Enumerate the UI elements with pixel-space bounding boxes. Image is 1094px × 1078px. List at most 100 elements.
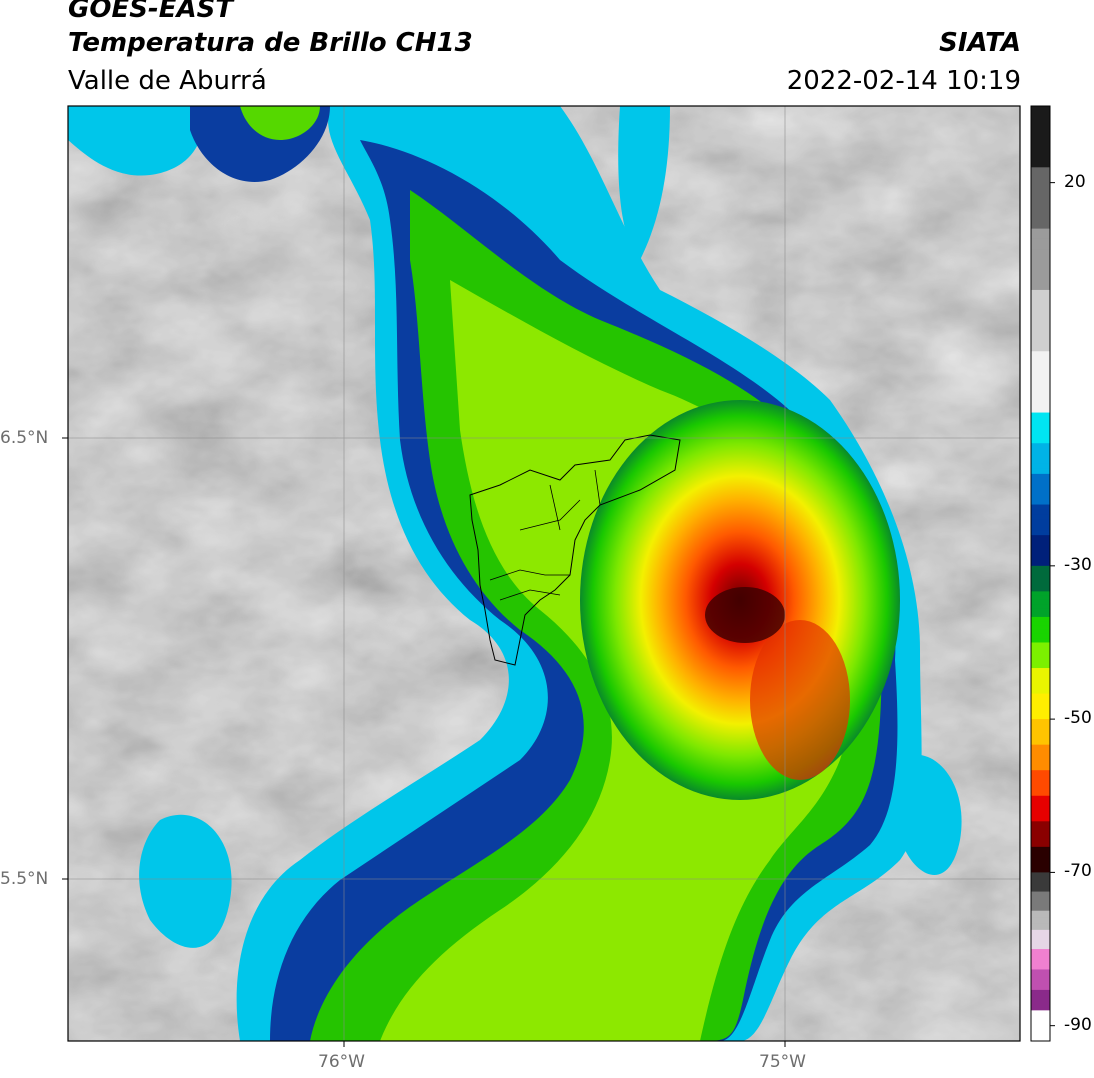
colorbar-segment-3-0 xyxy=(1031,719,1050,724)
colorbar-segment-5-6 xyxy=(1031,969,1050,974)
colorbar-segment-1-11 xyxy=(1031,468,1050,475)
colorbar-segment-5-12 xyxy=(1031,989,1050,994)
colorbar-segment-1-20 xyxy=(1031,514,1050,521)
colorbar-segment-0-0 xyxy=(1031,106,1050,117)
colorbar-segment-2-27 xyxy=(1031,680,1050,686)
colorbar-segment-3-31 xyxy=(1031,851,1050,856)
colorbar-segment-2-29 xyxy=(1031,689,1050,695)
colorbar-segment-1-0 xyxy=(1031,412,1050,419)
colorbar-segment-0-28 xyxy=(1031,392,1050,403)
colorbar-segment-2-20 xyxy=(1031,650,1050,656)
colorbar-segment-1-12 xyxy=(1031,473,1050,480)
map-frame xyxy=(67,105,1021,1042)
region-subtitle: Valle de Aburrá xyxy=(68,66,267,96)
colorbar-segment-4-3 xyxy=(1031,881,1050,886)
colorbar-segment-1-16 xyxy=(1031,494,1050,500)
colorbar-segment-1-21 xyxy=(1031,519,1050,526)
colorbar-segment-4-7 xyxy=(1031,894,1050,899)
colorbar-segment-2-12 xyxy=(1031,616,1050,622)
lon-label-1: 76°W xyxy=(318,1052,365,1072)
colorbar-segment-0-3 xyxy=(1031,136,1050,148)
colorbar-segment-1-10 xyxy=(1031,463,1050,470)
colorbar-segment-0-2 xyxy=(1031,126,1050,138)
colorbar-segment-2-2 xyxy=(1031,574,1050,580)
colorbar-segment-0-11 xyxy=(1031,218,1050,230)
lon-label-2: 75°W xyxy=(759,1052,806,1072)
colorbar-segment-2-18 xyxy=(1031,642,1050,648)
colorbar-segment-2-14 xyxy=(1031,625,1050,631)
colorbar-segment-3-28 xyxy=(1031,838,1050,844)
colorbar-segment-5-0 xyxy=(1031,949,1050,953)
colorbar-segment-3-27 xyxy=(1031,834,1050,839)
colorbar-segment-4-16 xyxy=(1031,923,1050,928)
colorbar-segment-5-7 xyxy=(1031,972,1050,977)
colorbar-segment-2-8 xyxy=(1031,599,1050,605)
valle-de-aburra-boundary xyxy=(469,434,681,666)
colorbar-segment-3-29 xyxy=(1031,842,1050,848)
colorbar-segment-0-24 xyxy=(1031,351,1050,362)
colorbar-segment-0-22 xyxy=(1031,330,1050,342)
colorbar-segment-0-5 xyxy=(1031,157,1050,168)
colorbar-segment-2-13 xyxy=(1031,621,1050,626)
colorbar-segment-1-29 xyxy=(1031,560,1050,567)
colorbar-segment-2-16 xyxy=(1031,633,1050,639)
colorbar-segment-2-3 xyxy=(1031,578,1050,584)
colorbar-segment-3-21 xyxy=(1031,808,1050,814)
colorbar-label-minus90: -90 xyxy=(1064,1014,1092,1035)
colorbar-segment-3-34 xyxy=(1031,863,1050,869)
satellite-image xyxy=(68,106,1020,1041)
colorbar-segment-5-3 xyxy=(1031,959,1050,964)
colorbar-segment-5-16 xyxy=(1031,1003,1050,1008)
colorbar-segment-3-4 xyxy=(1031,736,1050,741)
colorbar-segment-3-8 xyxy=(1031,753,1050,758)
colorbar-segment-5-9 xyxy=(1031,979,1050,984)
satellite-title: GOES-EAST xyxy=(68,0,234,24)
colorbar-segment-2-0 xyxy=(1031,565,1050,571)
colorbar-segment-4-23 xyxy=(1031,945,1050,950)
colorbar-segment-1-13 xyxy=(1031,478,1050,485)
colorbar-segment-1-24 xyxy=(1031,535,1050,541)
colorbar-segment-1-5 xyxy=(1031,438,1050,444)
colorbar-segment-0-25 xyxy=(1031,361,1050,373)
colorbar-label-minus70: -70 xyxy=(1064,861,1092,882)
colorbar-segment-3-17 xyxy=(1031,791,1050,797)
colorbar-segment-2-24 xyxy=(1031,668,1050,673)
colorbar-segment-6-0 xyxy=(1031,1010,1050,1016)
colorbar-segment-2-11 xyxy=(1031,612,1050,618)
colorbar-segment-0-20 xyxy=(1031,310,1050,322)
colorbar-segment-2-31 xyxy=(1031,697,1050,703)
colorbar-segment-4-15 xyxy=(1031,920,1050,924)
colorbar-segment-1-4 xyxy=(1031,432,1050,439)
organization-label: SIATA xyxy=(939,28,1021,58)
colorbar-segment-0-14 xyxy=(1031,249,1050,260)
colorbar-segment-4-19 xyxy=(1031,933,1050,937)
colorbar-segment-4-21 xyxy=(1031,939,1050,944)
colorbar-segment-3-6 xyxy=(1031,744,1050,750)
colorbar-segment-3-20 xyxy=(1031,804,1050,810)
colorbar-segment-3-33 xyxy=(1031,859,1050,865)
colorbar-segment-0-12 xyxy=(1031,228,1050,240)
colorbar-segment-1-25 xyxy=(1031,540,1050,546)
colorbar-segment-2-21 xyxy=(1031,655,1050,661)
colorbar-segment-3-19 xyxy=(1031,800,1050,805)
datetime-label: 2022-02-14 10:19 xyxy=(786,66,1021,96)
colorbar-segment-3-25 xyxy=(1031,825,1050,831)
colorbar-segment-4-18 xyxy=(1031,929,1050,934)
colorbar-segment-3-22 xyxy=(1031,812,1050,818)
colorbar-segment-4-13 xyxy=(1031,913,1050,918)
colorbar-segment-4-6 xyxy=(1031,891,1050,896)
colorbar-segment-1-8 xyxy=(1031,453,1050,460)
colorbar-segment-1-28 xyxy=(1031,555,1050,562)
colorbar-segment-3-14 xyxy=(1031,778,1050,784)
colorbar-segment-0-18 xyxy=(1031,289,1050,301)
colorbar-segment-5-11 xyxy=(1031,986,1050,991)
colorbar-segment-3-16 xyxy=(1031,787,1050,792)
colorbar-segment-2-28 xyxy=(1031,685,1050,690)
colorbar-segment-4-2 xyxy=(1031,878,1050,883)
colorbar-segment-3-15 xyxy=(1031,782,1050,788)
colorbar-segment-3-24 xyxy=(1031,821,1050,827)
colorbar-segment-5-5 xyxy=(1031,966,1050,970)
colorbar-segment-2-7 xyxy=(1031,595,1050,601)
colorbar-segment-1-1 xyxy=(1031,417,1050,424)
